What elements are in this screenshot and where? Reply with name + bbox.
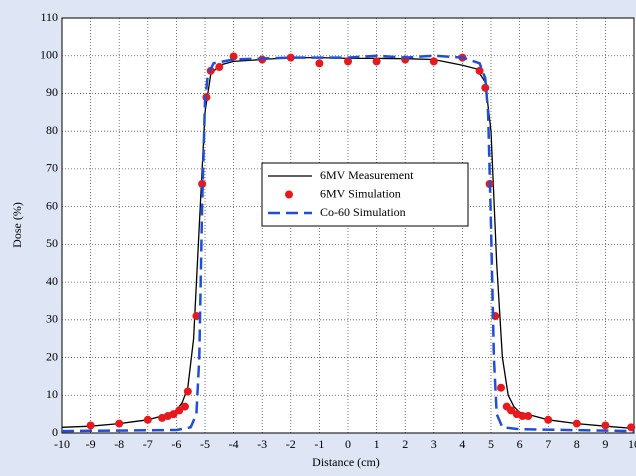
- data-point: [344, 57, 352, 66]
- legend-label: Co-60 Simulation: [320, 205, 406, 219]
- x-tick-label: 4: [459, 437, 465, 451]
- data-point: [115, 419, 124, 428]
- data-point: [215, 63, 224, 72]
- y-axis-title: Dose (%): [10, 202, 24, 248]
- plot-frame: [61, 17, 635, 434]
- x-tick-label: -8: [114, 437, 124, 451]
- data-line: [61, 54, 635, 433]
- x-tick-label: 0: [345, 437, 351, 451]
- data-point: [572, 419, 581, 428]
- data-point: [475, 66, 484, 75]
- data-point: [175, 406, 184, 415]
- x-tick-label: 10: [628, 437, 636, 451]
- x-tick-label: 8: [574, 437, 580, 451]
- x-tick-label: 9: [602, 437, 608, 451]
- x-axis-title: Distance (cm): [312, 455, 380, 469]
- data-point: [481, 83, 490, 92]
- legend-box: [261, 162, 469, 227]
- data-point: [86, 421, 95, 430]
- data-point: [286, 53, 295, 62]
- legend-marker: [285, 190, 293, 199]
- y-tick-label: 0: [52, 425, 58, 439]
- y-tick-label: 30: [46, 312, 58, 326]
- data-point: [601, 421, 610, 430]
- data-point: [429, 57, 438, 66]
- y-tick-label: 80: [46, 123, 58, 137]
- y-tick-label: 60: [46, 198, 58, 212]
- data-point: [497, 383, 506, 392]
- y-tick-label: 70: [46, 161, 58, 175]
- legend-label: 6MV Measurement: [320, 168, 414, 182]
- data-point: [507, 406, 516, 415]
- x-tick-label: -10: [54, 437, 70, 451]
- data-point: [627, 423, 636, 432]
- y-tick-label: 40: [46, 274, 58, 288]
- x-tick-label: -6: [171, 437, 181, 451]
- data-point: [315, 59, 324, 68]
- data-point: [544, 415, 553, 424]
- y-tick-label: 20: [46, 349, 58, 363]
- y-tick-label: 110: [40, 10, 58, 24]
- x-tick-label: 7: [545, 437, 551, 451]
- data-point: [192, 312, 201, 321]
- data-point: [169, 410, 178, 419]
- data-point: [518, 412, 527, 421]
- x-tick-label: -9: [86, 437, 96, 451]
- data-point: [229, 52, 238, 61]
- x-tick-label: -3: [257, 437, 267, 451]
- data-point: [183, 387, 192, 396]
- x-tick-label: -1: [314, 437, 324, 451]
- x-tick-label: 3: [431, 437, 437, 451]
- data-point: [143, 415, 152, 424]
- x-tick-label: 6: [517, 437, 523, 451]
- data-point: [524, 412, 533, 421]
- y-tick-label: 90: [46, 85, 58, 99]
- x-tick-label: -5: [200, 437, 210, 451]
- data-point: [372, 57, 381, 66]
- y-tick-label: 100: [40, 47, 58, 61]
- legend-label: 6MV Simulation: [320, 186, 401, 200]
- data-point: [198, 180, 207, 188]
- x-tick-label: 5: [488, 437, 494, 451]
- x-tick-label: 1: [374, 437, 380, 451]
- x-tick-label: -2: [286, 437, 296, 451]
- y-tick-label: 50: [46, 236, 58, 250]
- x-tick-label: -4: [229, 437, 239, 451]
- x-tick-label: 2: [402, 437, 408, 451]
- x-tick-label: -7: [143, 437, 153, 451]
- y-tick-label: 10: [46, 387, 58, 401]
- data-point: [180, 402, 189, 411]
